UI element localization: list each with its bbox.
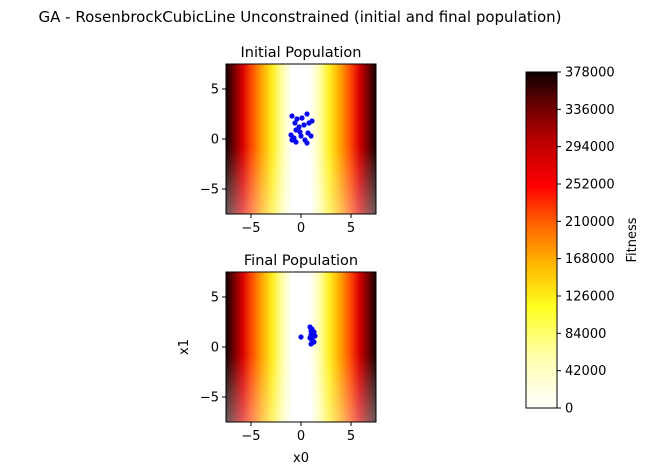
population-point bbox=[304, 111, 310, 117]
y-ticks: −5 0 5 bbox=[200, 291, 226, 406]
y-tick-label: 5 bbox=[211, 291, 219, 306]
final-population-plot: Final Population −5 0 5 −5 0 5 x0 x1 bbox=[177, 253, 377, 466]
population-point bbox=[312, 333, 318, 339]
population-point bbox=[308, 328, 314, 334]
y-tick-label: 0 bbox=[211, 133, 219, 148]
x-ticks: −5 0 5 bbox=[241, 214, 355, 236]
population-point bbox=[308, 133, 314, 139]
colorbar-tick-label: 126000 bbox=[565, 290, 615, 305]
population-point bbox=[297, 129, 303, 135]
y-tick-label: −5 bbox=[200, 183, 219, 198]
x-axis-label: x0 bbox=[293, 451, 309, 466]
colorbar-tick-label: 378000 bbox=[565, 66, 615, 81]
colorbar-tick-label: 0 bbox=[565, 402, 573, 417]
y-tick-label: 5 bbox=[211, 83, 219, 98]
x-tick-label: −5 bbox=[241, 221, 260, 236]
final-population-points bbox=[298, 324, 318, 347]
colorbar-ticks: 0 42000 84000 126000 168000 210000 252000 29400… bbox=[557, 66, 615, 417]
colorbar-frame bbox=[525, 71, 558, 409]
initial-population-plot: Initial Population −5 0 5 −5 0 5 bbox=[200, 45, 377, 236]
colorbar-tick-label: 168000 bbox=[565, 252, 615, 267]
population-point bbox=[289, 113, 295, 119]
population-point bbox=[293, 139, 299, 145]
x-tick-label: 5 bbox=[347, 429, 355, 444]
population-point bbox=[298, 133, 304, 139]
final-population-title: Final Population bbox=[244, 253, 358, 269]
population-point bbox=[289, 137, 295, 143]
y-ticks: −5 0 5 bbox=[200, 83, 226, 198]
colorbar-tick-label: 42000 bbox=[565, 364, 606, 379]
x-tick-label: 0 bbox=[297, 221, 305, 236]
colorbar-tick-label: 210000 bbox=[565, 215, 615, 230]
colorbar: 0 42000 84000 126000 168000 210000 252000 29400… bbox=[525, 66, 640, 417]
figure-suptitle: GA - RosenbrockCubicLine Unconstrained (… bbox=[38, 8, 561, 26]
population-point bbox=[294, 116, 300, 122]
population-point bbox=[306, 120, 312, 126]
y-axis-label: x1 bbox=[177, 339, 192, 355]
y-tick-label: −5 bbox=[200, 391, 219, 406]
colorbar-tick-label: 336000 bbox=[565, 103, 615, 118]
population-point bbox=[304, 140, 310, 146]
colorbar-tick-label: 84000 bbox=[565, 327, 606, 342]
population-point bbox=[301, 122, 307, 128]
population-point bbox=[292, 120, 298, 126]
x-tick-label: 0 bbox=[297, 429, 305, 444]
population-point bbox=[293, 127, 299, 133]
x-tick-label: −5 bbox=[241, 429, 260, 444]
initial-population-points bbox=[288, 111, 315, 146]
colorbar-gradient bbox=[526, 72, 557, 408]
population-point bbox=[298, 334, 304, 340]
colorbar-label: Fitness bbox=[625, 217, 640, 262]
colorbar-tick-label: 294000 bbox=[565, 140, 615, 155]
population-point bbox=[309, 340, 315, 346]
y-tick-label: 0 bbox=[211, 341, 219, 356]
x-tick-label: 5 bbox=[347, 221, 355, 236]
population-point bbox=[299, 115, 305, 121]
initial-population-title: Initial Population bbox=[241, 45, 362, 61]
colorbar-tick-label: 252000 bbox=[565, 178, 615, 193]
x-ticks: −5 0 5 bbox=[241, 422, 355, 444]
